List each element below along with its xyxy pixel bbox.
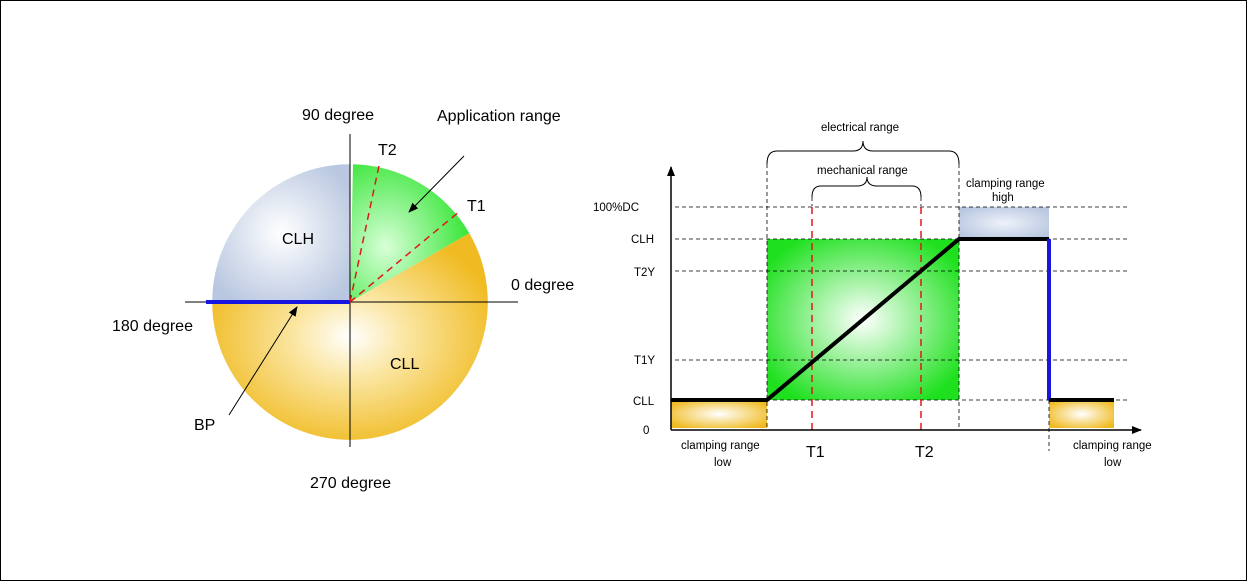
- clamping-high-band: [959, 207, 1049, 239]
- bp-arrow: [228, 306, 298, 416]
- xlabel-t2: T2: [915, 444, 934, 461]
- label-t2: T2: [378, 142, 397, 159]
- label-mechanical-range: mechanical range: [817, 165, 908, 177]
- ytick-clh: CLH: [631, 234, 654, 246]
- label-bp: BP: [194, 417, 215, 434]
- t2-radial-dashed: [349, 160, 381, 303]
- clamping-low-left-band: [671, 400, 767, 428]
- electrical-range-brace: [766, 140, 960, 165]
- label-clamping-low-right-2: low: [1104, 457, 1122, 469]
- clamping-low-right-band: [1049, 400, 1114, 428]
- characteristic-curve: [671, 237, 1049, 402]
- label-270-degree: 270 degree: [310, 475, 391, 492]
- ytick-cll: CLL: [633, 396, 655, 408]
- label-clamping-low-left-1: clamping range: [681, 440, 760, 452]
- xlabel-t1: T1: [806, 444, 825, 461]
- label-cll: CLL: [390, 356, 419, 373]
- label-180-degree: 180 degree: [112, 318, 193, 335]
- mechanical-range-brace: [811, 176, 922, 198]
- label-90-degree: 90 degree: [302, 107, 374, 124]
- ytick-100dc: 100%DC: [593, 202, 639, 214]
- label-application-range: Application range: [437, 108, 561, 125]
- angle-circle-diagram: 90 degree Application range T2 T1 CLH 0 …: [112, 107, 574, 492]
- ytick-t1y: T1Y: [634, 355, 655, 367]
- label-t1: T1: [467, 198, 486, 215]
- label-0-degree: 0 degree: [511, 277, 574, 294]
- clh-sector: [212, 164, 350, 302]
- label-clh: CLH: [282, 231, 314, 248]
- label-clamping-low-right-1: clamping range: [1073, 440, 1152, 452]
- label-clamping-low-left-2: low: [714, 457, 732, 469]
- label-electrical-range: electrical range: [821, 122, 899, 134]
- application-range-sector: [350, 164, 470, 302]
- ytick-zero: 0: [643, 425, 649, 437]
- application-range-arrow: [408, 155, 465, 213]
- label-clamping-high-1: clamping range: [966, 178, 1045, 190]
- ytick-t2y: T2Y: [634, 267, 655, 279]
- label-clamping-high-2: high: [992, 192, 1014, 204]
- transfer-characteristic-diagram: 100%DC CLH T2Y T1Y CLL 0 electrical rang…: [593, 122, 1152, 469]
